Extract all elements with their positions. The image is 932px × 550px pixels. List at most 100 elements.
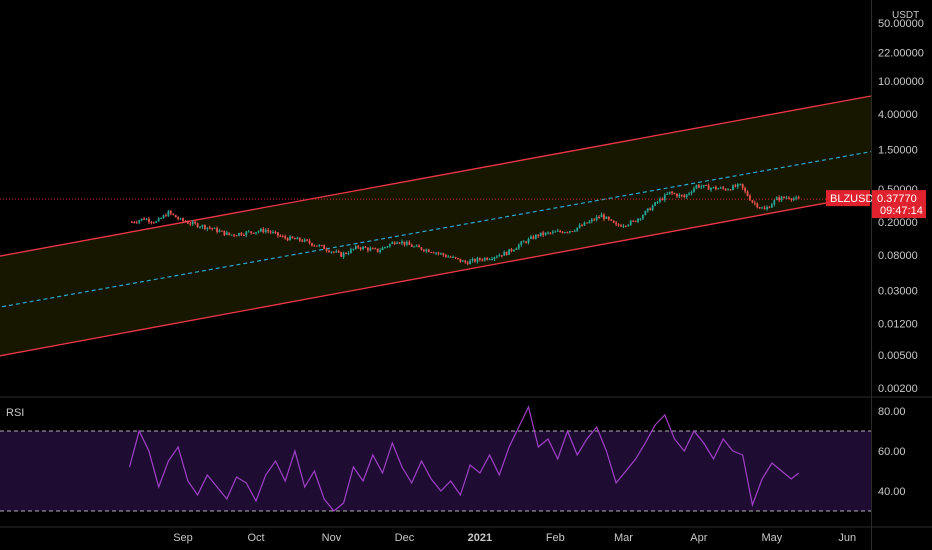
- candle: [588, 220, 591, 224]
- candle: [768, 205, 771, 209]
- candle: [191, 219, 194, 227]
- candle: [371, 247, 374, 250]
- candle: [179, 217, 182, 221]
- candle: [522, 240, 525, 243]
- candle: [573, 229, 576, 233]
- candle: [583, 221, 586, 226]
- time-tick-label: Feb: [546, 532, 565, 544]
- candle: [301, 238, 304, 243]
- candle: [379, 248, 381, 254]
- candle: [286, 237, 289, 242]
- candle: [140, 218, 143, 222]
- price-pane[interactable]: [0, 87, 920, 373]
- candle: [486, 257, 489, 261]
- candle: [440, 252, 442, 256]
- candle: [576, 227, 579, 233]
- candle: [264, 228, 267, 234]
- candle: [697, 184, 700, 189]
- candle: [449, 255, 452, 258]
- candle: [216, 226, 218, 234]
- candle: [627, 224, 630, 227]
- candle: [174, 214, 177, 218]
- candle: [705, 184, 708, 186]
- candle: [751, 199, 754, 204]
- candle: [345, 252, 347, 255]
- candle: [189, 221, 192, 227]
- candle: [155, 220, 158, 224]
- candle: [741, 183, 744, 191]
- channel-lower-line[interactable]: [0, 186, 920, 374]
- candle: [342, 251, 345, 259]
- candle: [279, 234, 282, 238]
- candle: [646, 208, 649, 213]
- candle: [532, 235, 535, 240]
- candle: [542, 230, 545, 238]
- candle: [308, 238, 311, 245]
- candle: [354, 244, 357, 250]
- rsi-tick-label: 40.00: [878, 486, 906, 498]
- candle: [763, 205, 766, 210]
- candle: [629, 219, 632, 226]
- candle: [753, 200, 756, 206]
- candle: [700, 184, 703, 190]
- candle: [685, 194, 688, 199]
- candle: [715, 185, 717, 191]
- candle: [595, 215, 598, 222]
- candle: [732, 184, 734, 191]
- candle: [466, 260, 469, 266]
- candle: [381, 246, 384, 251]
- candle: [775, 196, 778, 201]
- candle: [617, 223, 620, 227]
- rsi-band-fill: [0, 431, 871, 511]
- price-tick-label: 10.00000: [878, 76, 924, 88]
- candle: [676, 193, 678, 198]
- candle: [758, 206, 761, 209]
- candle: [749, 194, 751, 201]
- candle: [454, 256, 457, 260]
- rsi-pane[interactable]: [0, 405, 871, 512]
- candle: [632, 220, 635, 222]
- candle: [683, 193, 686, 198]
- price-tick-label: 0.20000: [878, 217, 918, 229]
- candle: [347, 251, 350, 256]
- candle: [525, 240, 527, 244]
- candle: [517, 243, 520, 250]
- candle: [396, 241, 399, 245]
- candle: [500, 255, 503, 258]
- candle: [746, 190, 749, 197]
- price-tick-label: 0.00200: [878, 383, 918, 395]
- candle: [620, 223, 622, 227]
- rsi-axis[interactable]: 80.00 60.00 40.00: [878, 406, 906, 498]
- candle: [615, 221, 618, 227]
- candle: [240, 232, 243, 236]
- candle: [498, 253, 501, 257]
- time-tick-label: May: [761, 532, 782, 544]
- time-axis[interactable]: Sep Oct Nov Dec 2021 Feb Mar Apr May Jun: [0, 526, 932, 544]
- candle: [649, 207, 652, 211]
- candle: [637, 218, 639, 224]
- candle: [391, 241, 394, 245]
- candle: [418, 244, 420, 248]
- price-axis[interactable]: 110.00000 50.00000 22.00000 10.00000 4.00000…: [871, 0, 930, 550]
- candle: [783, 196, 785, 199]
- candle: [213, 227, 216, 229]
- channel-upper-line[interactable]: [0, 87, 920, 273]
- candle: [225, 230, 228, 236]
- candle: [624, 225, 627, 228]
- candle: [481, 258, 484, 262]
- candle: [644, 210, 647, 216]
- candle: [598, 215, 600, 219]
- candle: [447, 254, 450, 258]
- candle: [717, 187, 720, 190]
- candle: [534, 234, 537, 240]
- candle: [707, 183, 710, 190]
- candle: [622, 224, 625, 228]
- candle: [291, 236, 294, 239]
- candle: [722, 186, 725, 190]
- candle: [505, 251, 508, 256]
- candle: [435, 252, 437, 256]
- channel-median-line[interactable]: [0, 143, 920, 324]
- candle: [199, 225, 201, 229]
